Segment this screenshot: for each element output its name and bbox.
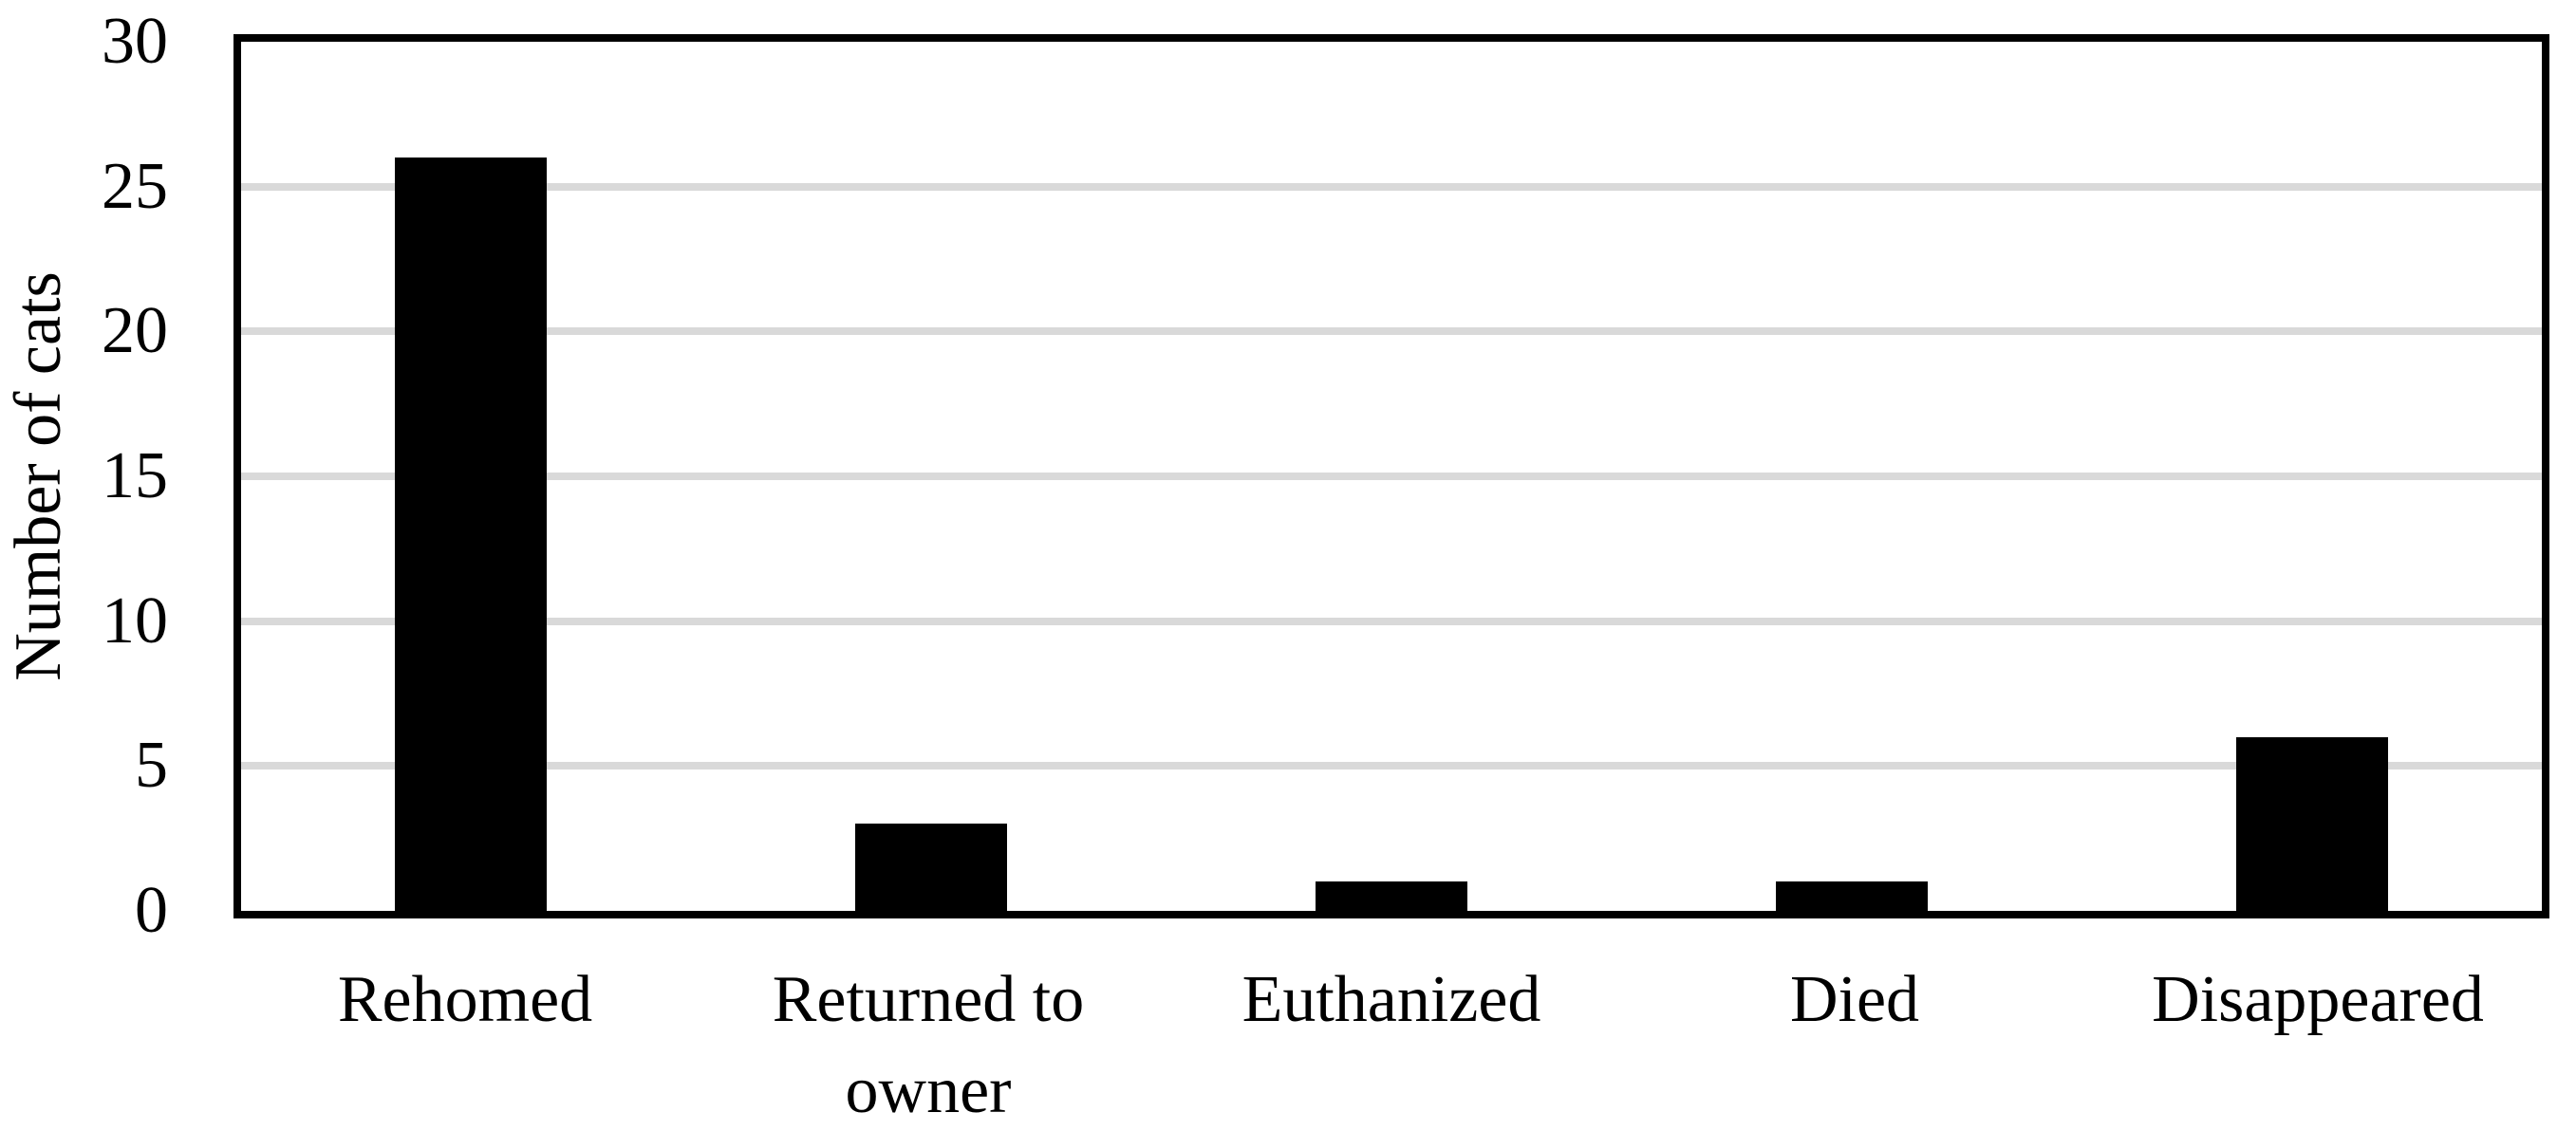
x-category-label: Euthanized xyxy=(1241,963,1541,1036)
bar-euthanized xyxy=(1315,881,1467,911)
bars xyxy=(241,42,2542,911)
plot-area xyxy=(233,34,2549,918)
x-category-label: Disappeared xyxy=(2152,963,2484,1036)
bar-slot xyxy=(2081,42,2542,911)
bar-rehomed xyxy=(395,158,548,911)
bar-died xyxy=(1775,881,1928,911)
y-tick-label: 5 xyxy=(135,729,168,803)
bar-disappeared xyxy=(2235,736,2388,911)
y-axis-tick-labels: 0 5 10 15 20 25 30 xyxy=(0,0,168,1131)
gridline xyxy=(241,762,2542,770)
bar-slot xyxy=(701,42,1162,911)
gridline xyxy=(241,473,2542,480)
y-tick-label: 10 xyxy=(102,584,168,658)
gridline xyxy=(241,182,2542,191)
y-tick-label: 0 xyxy=(135,874,168,947)
x-category-label: Died xyxy=(1789,963,1920,1036)
bar-slot xyxy=(241,42,701,911)
gridline xyxy=(241,617,2542,625)
y-tick-label: 30 xyxy=(102,5,168,78)
x-category-label: Returned to owner xyxy=(772,963,1085,1127)
bar-slot xyxy=(1162,42,1622,911)
gridline xyxy=(241,327,2542,336)
bar-slot xyxy=(1621,42,2081,911)
y-tick-label: 15 xyxy=(102,439,168,512)
y-tick-label: 20 xyxy=(102,294,168,368)
bar-returned-to-owner xyxy=(855,824,1008,911)
x-category-label: Rehomed xyxy=(337,963,593,1036)
y-tick-label: 25 xyxy=(102,149,168,223)
x-axis-category-labels: Rehomed Returned to owner Euthanized Died Di… xyxy=(233,955,2549,1131)
